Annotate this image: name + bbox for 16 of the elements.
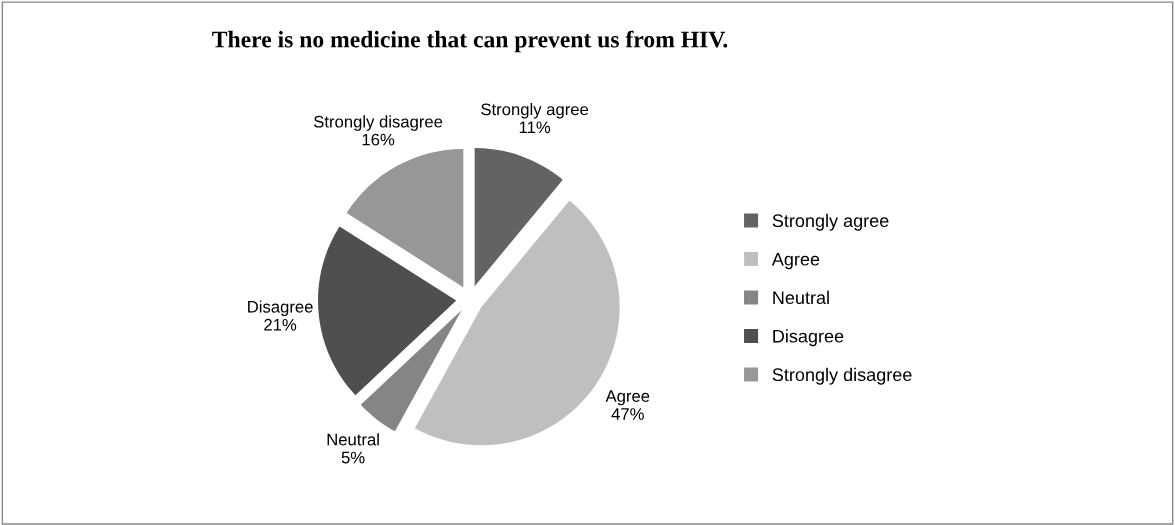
legend-label: Strongly disagree [772,367,912,385]
data-label: 47% [611,408,644,420]
slice-label: Strongly disagree [314,115,443,131]
slice-label: Strongly agree [481,103,589,119]
data-label: 16% [362,133,395,146]
data-label: 11% [519,121,551,134]
legend-label: Disagree [773,329,844,347]
slice-label: Agree [605,390,650,406]
data-label: 5% [341,451,365,464]
legend-label: Neutral [773,290,829,305]
legend-label: Agree [771,253,820,270]
slice-label: Neutral [327,433,379,446]
slice-label: Disagree [248,300,313,316]
chart-title: There is no medicine that can prevent us from HIV. [212,30,728,53]
data-label: 21% [264,318,297,331]
legend-label: Strongly agree [772,213,889,231]
